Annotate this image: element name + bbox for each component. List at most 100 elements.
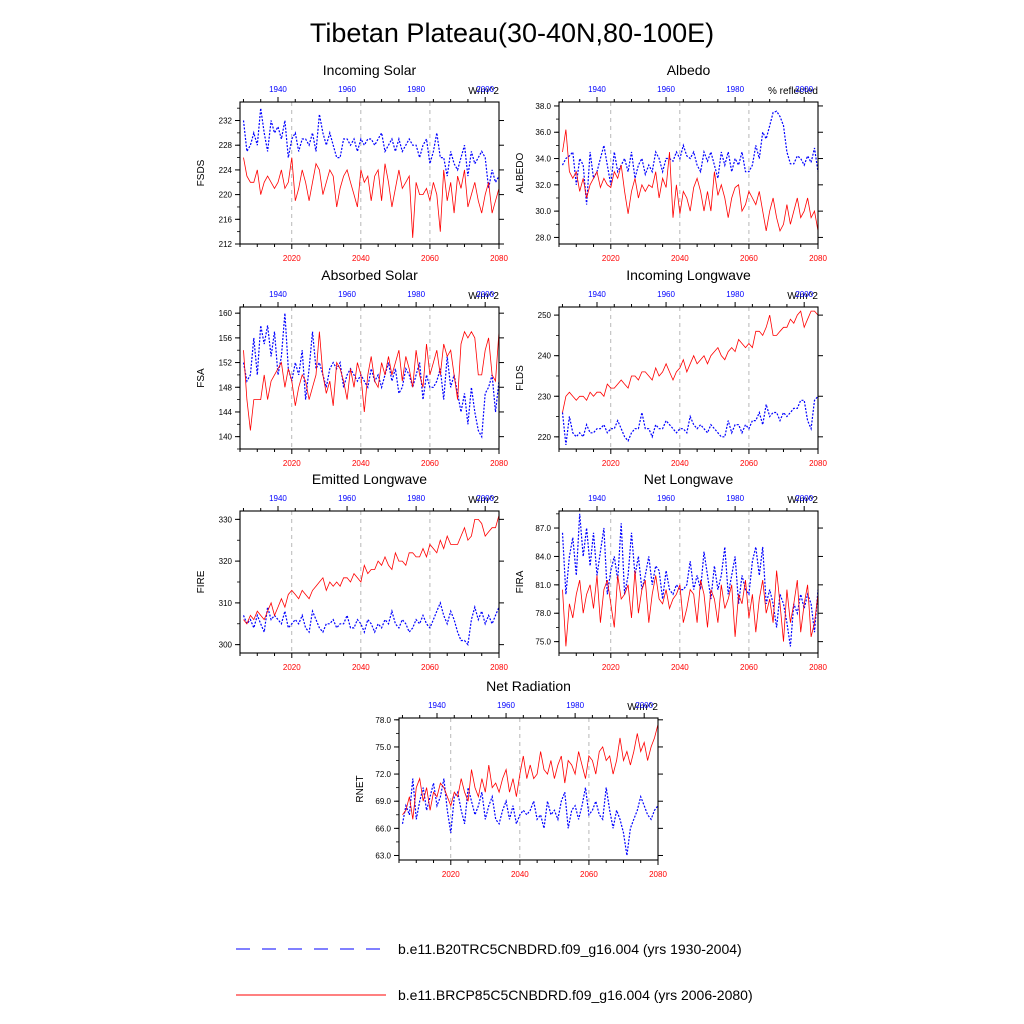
x-tick-label-top-albedo-1940: 1940: [588, 85, 606, 94]
y-tick-label-incoming-solar: 232: [219, 117, 233, 126]
x-tick-label-top-albedo-2000: 2000: [795, 85, 813, 94]
x-tick-label-top-net-longwave-1960: 1960: [657, 494, 675, 503]
series-historical-emitted-longwave: [242, 601, 500, 647]
y-tick-label-albedo: 36.0: [535, 128, 551, 137]
x-tick-label-bottom-incoming-solar-2040: 2040: [352, 254, 370, 263]
y-tick-label-net-radiation: 72.0: [375, 770, 391, 779]
figure-title: Tibetan Plateau(30-40N,80-100E): [310, 18, 714, 48]
y-tick-label-incoming-solar: 224: [219, 166, 233, 175]
y-tick-label-net-radiation: 66.0: [375, 824, 391, 833]
y-tick-label-emitted-longwave: 310: [219, 599, 233, 608]
series-future-incoming-longwave: [562, 310, 819, 413]
series-historical-absorbed-solar: [242, 313, 500, 439]
x-tick-label-bottom-net-radiation-2020: 2020: [442, 870, 460, 879]
x-tick-label-bottom-net-radiation-2080: 2080: [649, 870, 667, 879]
x-tick-label-bottom-absorbed-solar-2040: 2040: [352, 459, 370, 468]
y-tick-label-absorbed-solar: 144: [219, 408, 233, 417]
x-tick-label-top-incoming-longwave-1980: 1980: [726, 290, 744, 299]
series-historical-albedo: [561, 110, 819, 205]
x-tick-label-bottom-incoming-solar-2060: 2060: [421, 254, 439, 263]
x-tick-label-top-absorbed-solar-1980: 1980: [407, 290, 425, 299]
y-tick-label-net-radiation: 78.0: [375, 716, 391, 725]
y-tick-label-albedo: 28.0: [535, 233, 551, 242]
x-tick-label-bottom-incoming-solar-2020: 2020: [283, 254, 301, 263]
panel-net-radiation: Net Radiation W/m^2 RNET 63.0 66.0 69.0 72.0 75…: [355, 678, 667, 879]
y-axis-label-incoming-solar: FSDS: [196, 159, 207, 186]
x-tick-label-bottom-emitted-longwave-2060: 2060: [421, 663, 439, 672]
legend-future-label: b.e11.BRCP85C5CNBDRD.f09_g16.004 (yrs 20…: [398, 987, 753, 1003]
y-axis-label-emitted-longwave: FIRE: [196, 570, 207, 593]
x-tick-label-bottom-emitted-longwave-2020: 2020: [283, 663, 301, 672]
panel-albedo: Albedo % reflected ALBEDO 28.0 30.0 32.0 34.0 3…: [515, 62, 827, 263]
y-tick-label-net-radiation: 63.0: [375, 851, 391, 860]
panel-title-incoming-longwave: Incoming Longwave: [626, 267, 751, 283]
plot-frame-incoming-longwave: [558, 306, 819, 450]
series-future-absorbed-solar: [243, 330, 500, 431]
series-future-net-longwave: [562, 570, 819, 647]
y-tick-label-absorbed-solar: 148: [219, 383, 233, 392]
x-tick-label-top-albedo-1980: 1980: [726, 85, 744, 94]
legend: b.e11.B20TRC5CNBDRD.f09_g16.004 (yrs 193…: [236, 941, 753, 1003]
x-tick-label-top-incoming-solar-1980: 1980: [407, 85, 425, 94]
x-tick-label-bottom-incoming-solar-2080: 2080: [490, 254, 508, 263]
y-axis-label-net-radiation: RNET: [355, 775, 366, 802]
y-tick-label-absorbed-solar: 152: [219, 359, 233, 368]
y-tick-label-net-longwave: 81.0: [535, 581, 551, 590]
x-tick-label-top-net-radiation-2000: 2000: [635, 701, 653, 710]
x-tick-label-bottom-net-radiation-2040: 2040: [511, 870, 529, 879]
panel-incoming-longwave: Incoming Longwave W/m^2 FLDS 220 230 240 250 20…: [515, 267, 827, 468]
plot-frame-net-longwave: [558, 510, 819, 654]
x-tick-label-top-incoming-solar-2000: 2000: [476, 85, 494, 94]
series-future-incoming-solar: [243, 157, 500, 238]
y-tick-label-incoming-longwave: 220: [538, 433, 552, 442]
x-tick-label-bottom-incoming-longwave-2060: 2060: [740, 459, 758, 468]
x-tick-label-bottom-absorbed-solar-2060: 2060: [421, 459, 439, 468]
x-tick-label-top-net-radiation-1960: 1960: [497, 701, 515, 710]
x-tick-label-top-net-radiation-1980: 1980: [566, 701, 584, 710]
x-tick-label-bottom-albedo-2060: 2060: [740, 254, 758, 263]
y-tick-label-absorbed-solar: 156: [219, 334, 233, 343]
y-tick-label-net-radiation: 69.0: [375, 797, 391, 806]
y-tick-label-incoming-longwave: 230: [538, 392, 552, 401]
y-axis-label-net-longwave: FIRA: [515, 570, 526, 593]
x-tick-label-top-emitted-longwave-1940: 1940: [269, 494, 287, 503]
series-future-net-radiation: [402, 724, 659, 820]
series-historical-net-longwave: [561, 513, 819, 647]
y-tick-label-albedo: 32.0: [535, 181, 551, 190]
panel-incoming-solar: Incoming Solar W/m^2 FSDS 212 216 220 224 228 23…: [196, 62, 508, 263]
x-tick-label-top-emitted-longwave-1960: 1960: [338, 494, 356, 503]
x-tick-label-top-emitted-longwave-2000: 2000: [476, 494, 494, 503]
x-tick-label-top-incoming-longwave-1960: 1960: [657, 290, 675, 299]
plot-frame-absorbed-solar: [239, 306, 500, 450]
y-tick-label-net-longwave: 75.0: [535, 638, 551, 647]
x-tick-label-bottom-net-longwave-2020: 2020: [602, 663, 620, 672]
y-tick-label-incoming-longwave: 240: [538, 352, 552, 361]
x-tick-label-top-net-longwave-2000: 2000: [795, 494, 813, 503]
x-tick-label-top-emitted-longwave-1980: 1980: [407, 494, 425, 503]
y-tick-label-albedo: 38.0: [535, 102, 551, 111]
x-tick-label-bottom-absorbed-solar-2020: 2020: [283, 459, 301, 468]
units-label-net-longwave: W/m^2: [787, 495, 818, 506]
units-label-net-radiation: W/m^2: [627, 702, 658, 713]
y-tick-label-albedo: 30.0: [535, 207, 551, 216]
x-tick-label-bottom-net-longwave-2060: 2060: [740, 663, 758, 672]
series-future-emitted-longwave: [243, 515, 500, 625]
x-tick-label-top-incoming-longwave-1940: 1940: [588, 290, 606, 299]
x-tick-label-top-albedo-1960: 1960: [657, 85, 675, 94]
x-tick-label-bottom-incoming-longwave-2040: 2040: [671, 459, 689, 468]
plot-frame-net-radiation: [398, 717, 659, 861]
x-tick-label-top-absorbed-solar-1960: 1960: [338, 290, 356, 299]
x-tick-label-bottom-net-longwave-2040: 2040: [671, 663, 689, 672]
x-tick-label-bottom-emitted-longwave-2080: 2080: [490, 663, 508, 672]
x-tick-label-top-incoming-solar-1940: 1940: [269, 85, 287, 94]
panel-title-net-radiation: Net Radiation: [486, 678, 571, 694]
x-tick-label-bottom-incoming-longwave-2020: 2020: [602, 459, 620, 468]
units-label-emitted-longwave: W/m^2: [468, 495, 499, 506]
x-tick-label-bottom-albedo-2080: 2080: [809, 254, 827, 263]
x-tick-label-bottom-incoming-longwave-2080: 2080: [809, 459, 827, 468]
x-tick-label-bottom-albedo-2020: 2020: [602, 254, 620, 263]
y-tick-label-net-longwave: 84.0: [535, 552, 551, 561]
x-tick-label-bottom-absorbed-solar-2080: 2080: [490, 459, 508, 468]
panel-title-albedo: Albedo: [667, 62, 711, 78]
